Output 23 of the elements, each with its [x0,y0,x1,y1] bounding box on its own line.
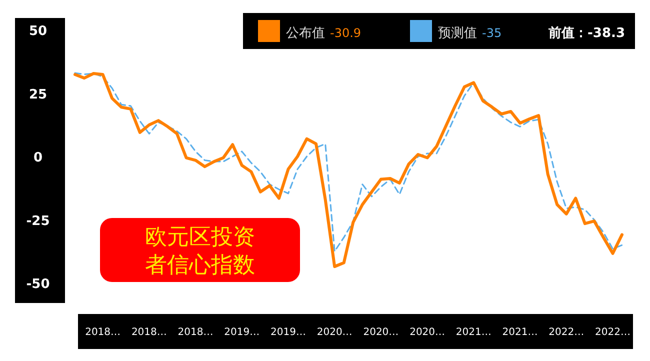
x-tick-label: 2018… [178,327,214,338]
x-tick-label: 2022… [548,327,584,338]
y-tick-label: 0 [33,150,43,166]
x-tick-label: 2021… [456,327,492,338]
x-tick-label: 2019… [270,327,306,338]
annotation: -35 [482,26,502,40]
x-tick-label: 2020… [363,327,399,338]
x-tick-label: 2018… [85,327,121,338]
legend-label: 预测值 [438,26,477,41]
x-tick-label: 2022… [595,327,630,338]
annotation: 前值：-38.3 [548,26,625,41]
x-tick-label: 2020… [410,327,446,338]
y-tick-label: -25 [26,214,50,229]
x-tick-label: 2020… [316,327,352,338]
y-tick-label: 25 [28,87,48,102]
x-tick-label: 2019… [224,327,260,338]
x-tick-label: 2018… [131,327,167,338]
annotation: -30.9 [330,26,362,40]
y-tick-label: 50 [28,24,48,39]
y-tick-label: -50 [26,277,50,292]
text: 欧元区投资者信心指数 [145,225,255,278]
x-tick-label: 2021… [502,327,538,338]
legend-label: 公布值 [286,26,325,41]
